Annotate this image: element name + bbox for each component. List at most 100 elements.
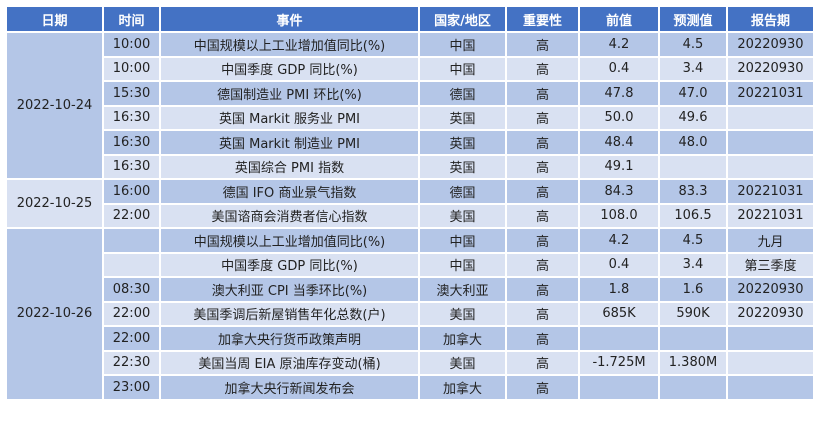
cell-previous: 0.4 [578, 55, 660, 82]
cell-event: 加拿大央行货币政策声明 [159, 325, 420, 352]
cell-time: 15:30 [102, 80, 161, 107]
cell-time: 10:00 [102, 31, 161, 58]
header-country: 国家/地区 [418, 5, 507, 33]
cell-importance: 高 [505, 104, 580, 131]
cell-forecast [658, 374, 728, 401]
cell-country: 加拿大 [418, 374, 507, 401]
cell-country: 加拿大 [418, 325, 507, 352]
cell-country: 中国 [418, 227, 507, 254]
cell-time: 10:00 [102, 55, 161, 82]
cell-previous: 48.4 [578, 129, 660, 156]
cell-country: 美国 [418, 300, 507, 327]
cell-previous: -1.725M [578, 349, 660, 376]
table-row: 10:00 中国季度 GDP 同比(%) 中国高 0.4 3.4 20220930 [6, 55, 815, 82]
header-forecast: 预测值 [658, 5, 728, 33]
cell-importance: 高 [505, 55, 580, 82]
cell-country: 英国 [418, 153, 507, 180]
cell-previous: 50.0 [578, 104, 660, 131]
cell-importance: 高 [505, 31, 580, 58]
economic-calendar-table: 日期 时间 事件 国家/地区 重要性 前值 预测值 报告期 2022-10-24 10:00 中国… [5, 5, 815, 401]
cell-report-period [726, 325, 815, 352]
table-row: 中国季度 GDP 同比(%) 中国高 0.4 3.4 第三季度 [6, 251, 815, 278]
cell-date: 2022-10-24 [5, 31, 104, 180]
cell-report-period [726, 153, 815, 180]
header-importance: 重要性 [505, 5, 580, 33]
cell-event: 澳大利亚 CPI 当季环比(%) [159, 276, 420, 303]
cell-country: 美国 [418, 202, 507, 229]
table-row: 08:30 澳大利亚 CPI 当季环比(%) 澳大利亚高 1.8 1.6 20220930 [6, 276, 815, 303]
cell-report-period [726, 374, 815, 401]
cell-previous: 685K [578, 300, 660, 327]
cell-forecast: 590K [658, 300, 728, 327]
cell-time: 22:30 [102, 349, 161, 376]
cell-forecast: 83.3 [658, 178, 728, 205]
cell-country: 中国 [418, 55, 507, 82]
cell-importance: 高 [505, 178, 580, 205]
cell-report-period: 20220930 [726, 31, 815, 58]
cell-event: 英国 Markit 服务业 PMI [159, 104, 420, 131]
table-row: 22:00 美国谘商会消费者信心指数 美国高 108.0 106.5 20221031 [6, 202, 815, 229]
cell-country: 英国 [418, 104, 507, 131]
header-date: 日期 [5, 5, 104, 33]
cell-report-period: 九月 [726, 227, 815, 254]
table-row: 2022-10-24 10:00 中国规模以上工业增加值同比(%) 中国高 4.2 4.5… [5, 31, 815, 180]
cell-report-period: 20220930 [726, 300, 815, 327]
cell-report-period: 20220930 [726, 276, 815, 303]
cell-forecast [658, 153, 728, 180]
cell-importance: 高 [505, 374, 580, 401]
cell-forecast: 1.380M [658, 349, 728, 376]
cell-country: 德国 [418, 80, 507, 107]
cell-previous: 4.2 [578, 227, 660, 254]
cell-previous: 47.8 [578, 80, 660, 107]
cell-importance: 高 [505, 251, 580, 278]
cell-time: 22:00 [102, 300, 161, 327]
cell-report-period: 20221031 [726, 202, 815, 229]
cell-event: 中国季度 GDP 同比(%) [159, 55, 420, 82]
cell-importance: 高 [505, 349, 580, 376]
header-time: 时间 [102, 5, 161, 33]
cell-event: 美国当周 EIA 原油库存变动(桶) [159, 349, 420, 376]
cell-importance: 高 [505, 129, 580, 156]
cell-previous: 0.4 [578, 251, 660, 278]
cell-previous: 4.2 [578, 31, 660, 58]
cell-time: 16:30 [102, 129, 161, 156]
cell-report-period: 第三季度 [726, 251, 815, 278]
cell-country: 中国 [418, 31, 507, 58]
table-row: 2022-10-25 16:00 德国 IFO 商业景气指数 德国高 84.3 83.3 2… [5, 178, 815, 229]
cell-event: 德国 IFO 商业景气指数 [159, 178, 420, 205]
cell-importance: 高 [505, 227, 580, 254]
cell-importance: 高 [505, 202, 580, 229]
cell-country: 英国 [418, 129, 507, 156]
cell-event: 英国 Markit 制造业 PMI [159, 129, 420, 156]
cell-event: 德国制造业 PMI 环比(%) [159, 80, 420, 107]
cell-forecast: 4.5 [658, 227, 728, 254]
cell-country: 美国 [418, 349, 507, 376]
cell-report-period [726, 349, 815, 376]
cell-time: 16:30 [102, 153, 161, 180]
cell-previous: 108.0 [578, 202, 660, 229]
table-row: 16:30 英国 Markit 服务业 PMI 英国高 50.0 49.6 [6, 104, 815, 131]
table-row: 2022-10-26 中国规模以上工业增加值同比(%) 中国高 4.2 4.5 九月 [5, 227, 815, 401]
cell-time: 22:00 [102, 202, 161, 229]
table-row: 22:00 美国季调后新屋销售年化总数(户) 美国高 685K 590K 20220930 [6, 300, 815, 327]
cell-previous: 84.3 [578, 178, 660, 205]
cell-importance: 高 [505, 325, 580, 352]
cell-time: 23:00 [102, 374, 161, 401]
cell-previous: 1.8 [578, 276, 660, 303]
cell-report-period [726, 104, 815, 131]
cell-time [102, 251, 161, 278]
cell-time: 22:00 [102, 325, 161, 352]
cell-time: 16:00 [102, 178, 161, 205]
cell-report-period: 20221031 [726, 178, 815, 205]
cell-country: 澳大利亚 [418, 276, 507, 303]
cell-previous [578, 374, 660, 401]
cell-importance: 高 [505, 80, 580, 107]
cell-event: 中国规模以上工业增加值同比(%) [159, 227, 420, 254]
cell-time [102, 227, 161, 254]
header-event: 事件 [159, 5, 420, 33]
cell-forecast: 47.0 [658, 80, 728, 107]
cell-event: 中国规模以上工业增加值同比(%) [159, 31, 420, 58]
header-previous: 前值 [578, 5, 660, 33]
table-row: 23:00 加拿大央行新闻发布会 加拿大高 [6, 374, 815, 401]
cell-country: 中国 [418, 251, 507, 278]
